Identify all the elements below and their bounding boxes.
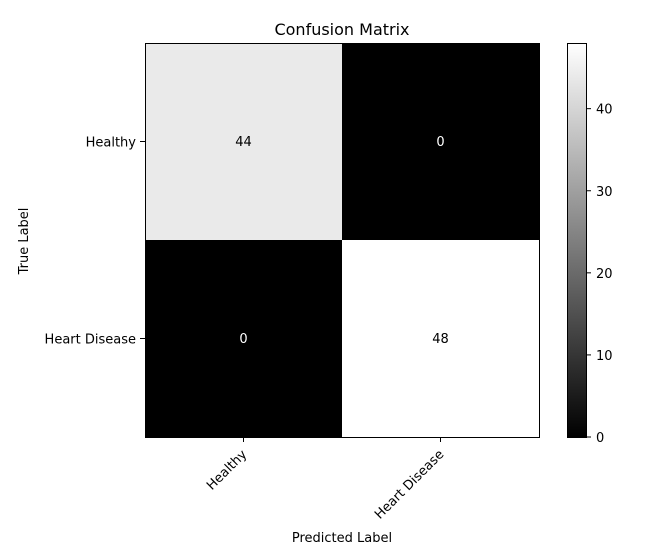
plot-frame xyxy=(145,43,540,438)
heatmap-cell xyxy=(145,240,342,437)
cell-value-label: 0 xyxy=(239,332,247,347)
y-axis-ticks: Healthy Heart Disease xyxy=(45,136,145,348)
colorbar-tick-label: 30 xyxy=(596,185,613,200)
y-axis-label: True Label xyxy=(17,208,32,276)
colorbar-tick-label: 20 xyxy=(596,267,613,282)
cell-value-label: 0 xyxy=(436,135,444,150)
heatmap-cell xyxy=(342,240,539,437)
y-tick-label: Heart Disease xyxy=(45,333,136,348)
y-tick-label: Healthy xyxy=(86,136,137,151)
heatmap-cell xyxy=(145,43,342,240)
colorbar xyxy=(567,43,587,438)
x-axis-label: Predicted Label xyxy=(292,531,392,546)
colorbar-tick-label: 0 xyxy=(596,431,604,446)
cell-value-label: 44 xyxy=(235,135,252,150)
heatmap-cell-labels: 44 0 0 48 xyxy=(235,135,449,347)
chart-title: Confusion Matrix xyxy=(274,20,409,39)
colorbar-tick-label: 10 xyxy=(596,349,613,364)
heatmap-cell xyxy=(342,43,539,240)
cell-value-label: 48 xyxy=(432,332,449,347)
heatmap-cells xyxy=(145,43,539,437)
colorbar-tick-label: 40 xyxy=(596,103,613,118)
colorbar-ticks: 0 10 20 30 40 xyxy=(586,103,613,446)
